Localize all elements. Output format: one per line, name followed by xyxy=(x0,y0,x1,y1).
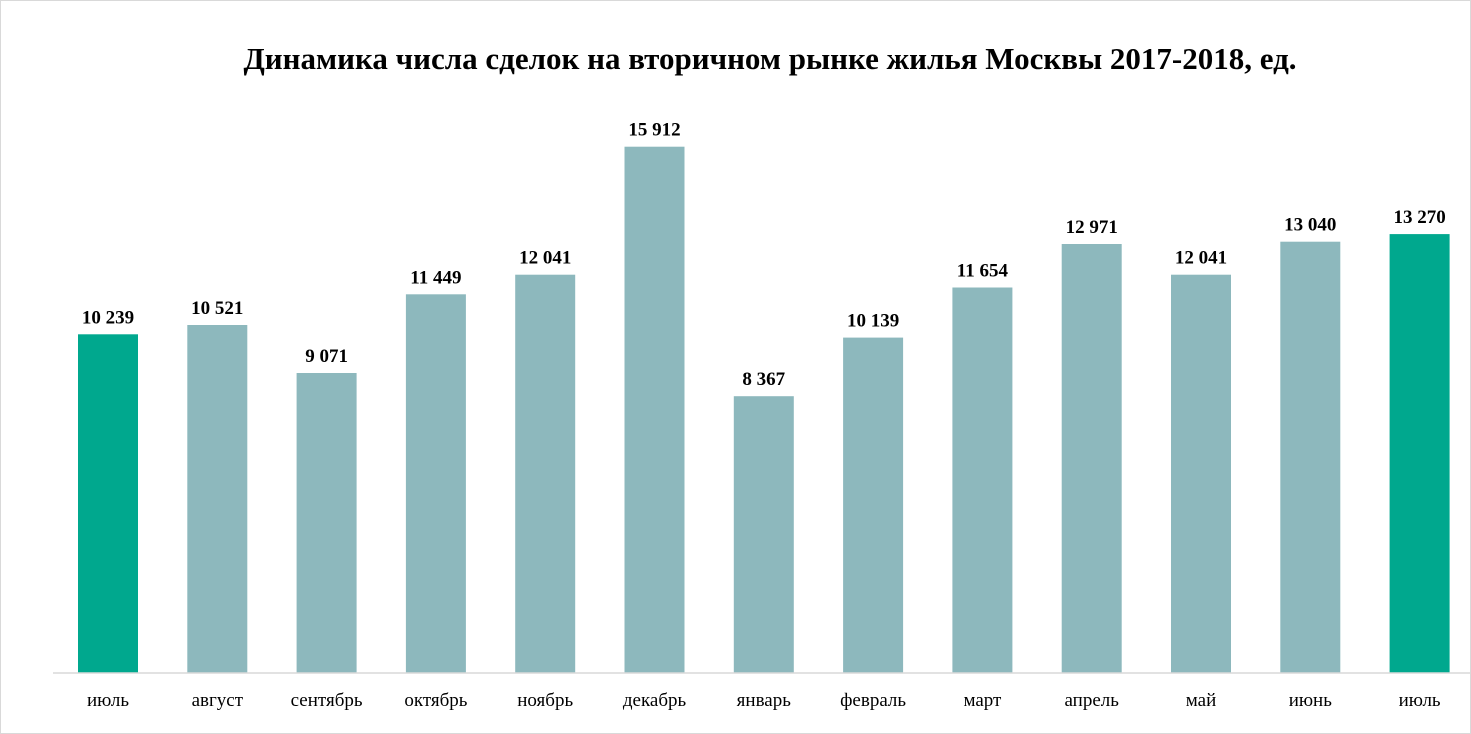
bar-0 xyxy=(78,334,138,673)
x-tick-label-7: февраль xyxy=(840,690,906,711)
bar-12 xyxy=(1389,234,1450,673)
data-label-7: 10 139 xyxy=(847,311,899,332)
data-label-6: 8 367 xyxy=(742,369,785,390)
x-tick-labels-group: июль август сентябрь октябрь ноябрь декабрь ян… xyxy=(87,690,1441,711)
x-tick-label-3: октябрь xyxy=(404,690,467,711)
bars-group xyxy=(78,146,1450,673)
data-label-11: 13 040 xyxy=(1284,215,1336,236)
bar-3 xyxy=(405,294,466,673)
data-label-5: 15 912 xyxy=(628,120,680,141)
x-tick-label-10: май xyxy=(1186,690,1217,711)
x-tick-label-4: ноябрь xyxy=(517,690,573,711)
data-label-4: 12 041 xyxy=(519,248,571,269)
chart-title: Динамика числа сделок на вторичном рынке… xyxy=(243,41,1297,76)
data-label-9: 12 971 xyxy=(1066,217,1118,238)
value-labels-group: 10 239 10 521 9 071 11 449 12 041 15 912 8 367… xyxy=(82,120,1446,391)
data-label-8: 11 654 xyxy=(957,261,1009,282)
bar-2 xyxy=(296,373,357,673)
bar-8 xyxy=(952,287,1013,673)
x-tick-label-0: июль xyxy=(87,690,129,711)
data-label-0: 10 239 xyxy=(82,307,134,328)
data-label-10: 12 041 xyxy=(1175,248,1227,269)
bar-11 xyxy=(1280,241,1341,673)
x-tick-label-1: август xyxy=(192,690,244,711)
bar-4 xyxy=(515,274,576,673)
x-tick-label-2: сентябрь xyxy=(291,690,363,711)
x-tick-label-6: январь xyxy=(737,690,792,711)
data-label-1: 10 521 xyxy=(191,298,243,319)
bar-1 xyxy=(187,325,248,673)
bar-6 xyxy=(733,396,794,673)
x-tick-label-11: июнь xyxy=(1289,690,1333,711)
bar-7 xyxy=(843,337,904,673)
x-tick-label-9: апрель xyxy=(1064,690,1119,711)
bar-5 xyxy=(624,146,685,673)
data-label-3: 11 449 xyxy=(410,267,461,288)
bar-9 xyxy=(1061,244,1122,673)
x-tick-label-12: июль xyxy=(1399,690,1441,711)
x-tick-label-8: март xyxy=(963,690,1002,711)
data-label-12: 13 270 xyxy=(1393,207,1445,228)
bar-10 xyxy=(1171,274,1231,673)
data-label-2: 9 071 xyxy=(305,346,348,367)
x-tick-label-5: декабрь xyxy=(623,690,687,711)
